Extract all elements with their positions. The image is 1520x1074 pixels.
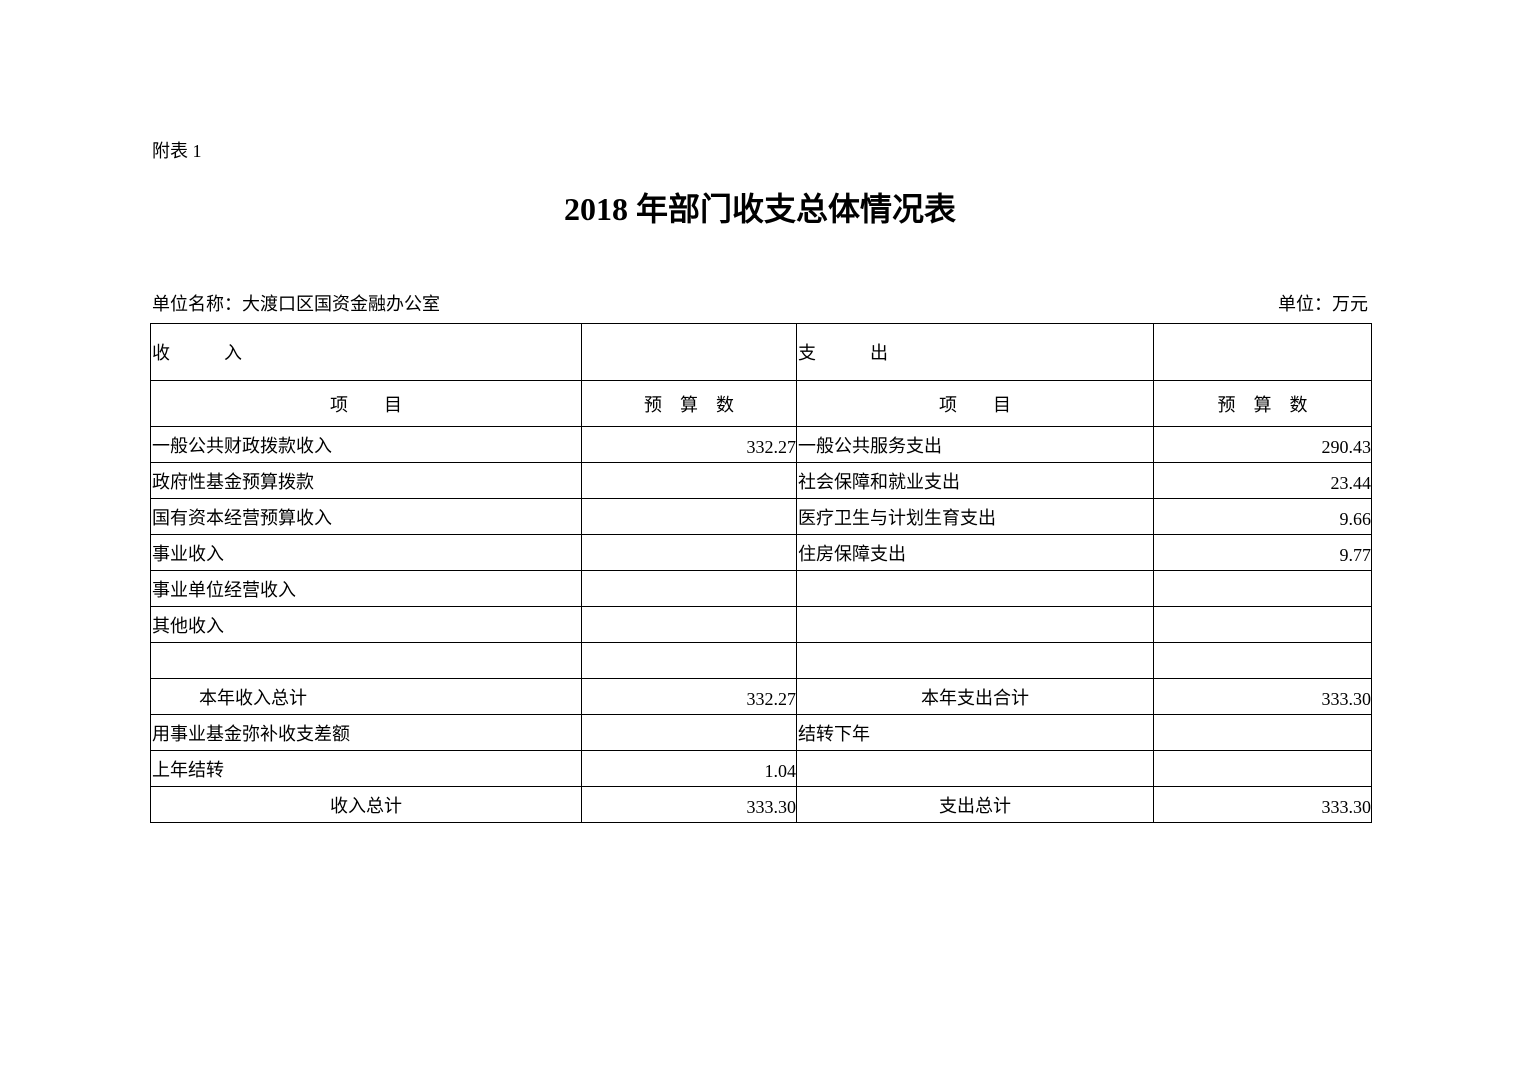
- budget-table: 收 入 支 出 项 目 预 算 数 项 目 预 算 数 一般公共财政拨款收入 33…: [150, 323, 1372, 823]
- header-row-columns: 项 目 预 算 数 项 目 预 算 数: [150, 380, 1372, 427]
- expense-item-cell: 一般公共服务支出: [796, 426, 1154, 463]
- expense-item-cell: [796, 642, 1154, 679]
- table-row: 一般公共财政拨款收入 332.27 一般公共服务支出 290.43: [150, 426, 1372, 463]
- income-item-header: 项 目: [150, 380, 582, 427]
- table-row: [150, 642, 1372, 679]
- income-value-cell: 332.27: [581, 678, 797, 715]
- income-value-cell: 332.27: [581, 426, 797, 463]
- table-row: 本年收入总计 332.27 本年支出合计 333.30: [150, 678, 1372, 715]
- expense-item-cell: 支出总计: [796, 786, 1154, 823]
- expense-value-cell: [1153, 570, 1372, 607]
- income-value-cell: [581, 642, 797, 679]
- empty-cell: [1153, 323, 1372, 381]
- table-row: 上年结转 1.04: [150, 750, 1372, 787]
- income-value-cell: [581, 606, 797, 643]
- income-item-cell: 国有资本经营预算收入: [150, 498, 582, 535]
- expense-item-cell: 医疗卫生与计划生育支出: [796, 498, 1154, 535]
- expense-item-cell: 结转下年: [796, 714, 1154, 751]
- expense-value-cell: 333.30: [1153, 786, 1372, 823]
- income-item-cell: 事业单位经营收入: [150, 570, 582, 607]
- table-row: 事业单位经营收入: [150, 570, 1372, 607]
- income-value-cell: [581, 570, 797, 607]
- expense-value-cell: [1153, 642, 1372, 679]
- income-value-cell: 333.30: [581, 786, 797, 823]
- table-row: 收入总计 333.30 支出总计 333.30: [150, 786, 1372, 823]
- annex-label: 附表 1: [152, 141, 202, 161]
- expense-value-cell: 333.30: [1153, 678, 1372, 715]
- income-item-cell: 一般公共财政拨款收入: [150, 426, 582, 463]
- income-item-cell: 事业收入: [150, 534, 582, 571]
- income-value-cell: [581, 462, 797, 499]
- unit-name: 单位名称：大渡口区国资金融办公室: [152, 294, 440, 314]
- expense-value-cell: 9.77: [1153, 534, 1372, 571]
- income-item-cell: 用事业基金弥补收支差额: [150, 714, 582, 751]
- header-row-sections: 收 入 支 出: [150, 323, 1372, 381]
- expense-item-cell: 社会保障和就业支出: [796, 462, 1154, 499]
- income-item-cell: 其他收入: [150, 606, 582, 643]
- income-item-cell: 上年结转: [150, 750, 582, 787]
- table-row: 用事业基金弥补收支差额 结转下年: [150, 714, 1372, 751]
- empty-cell: [581, 323, 797, 381]
- income-item-cell: 政府性基金预算拨款: [150, 462, 582, 499]
- income-item-cell: 收入总计: [150, 786, 582, 823]
- income-value-cell: [581, 534, 797, 571]
- income-value-cell: 1.04: [581, 750, 797, 787]
- income-budget-header: 预 算 数: [581, 380, 797, 427]
- expense-item-header: 项 目: [796, 380, 1154, 427]
- income-item-cell: [150, 642, 582, 679]
- expense-item-cell: [796, 750, 1154, 787]
- expense-item-cell: 住房保障支出: [796, 534, 1154, 571]
- expense-item-cell: [796, 570, 1154, 607]
- currency-unit: 单位：万元: [1278, 294, 1368, 314]
- income-item-cell: 本年收入总计: [150, 678, 582, 715]
- expense-section-header: 支 出: [796, 323, 1154, 381]
- income-section-header: 收 入: [150, 323, 582, 381]
- income-value-cell: [581, 498, 797, 535]
- table-row: 政府性基金预算拨款 社会保障和就业支出 23.44: [150, 462, 1372, 499]
- table-row: 国有资本经营预算收入 医疗卫生与计划生育支出 9.66: [150, 498, 1372, 535]
- income-value-cell: [581, 714, 797, 751]
- expense-item-cell: [796, 606, 1154, 643]
- expense-value-cell: [1153, 750, 1372, 787]
- expense-value-cell: [1153, 606, 1372, 643]
- table-row: 其他收入: [150, 606, 1372, 643]
- table-row: 事业收入 住房保障支出 9.77: [150, 534, 1372, 571]
- page-title: 2018 年部门收支总体情况表: [563, 191, 956, 227]
- expense-budget-header: 预 算 数: [1153, 380, 1372, 427]
- expense-value-cell: 23.44: [1153, 462, 1372, 499]
- expense-value-cell: 9.66: [1153, 498, 1372, 535]
- expense-item-cell: 本年支出合计: [796, 678, 1154, 715]
- expense-value-cell: [1153, 714, 1372, 751]
- expense-value-cell: 290.43: [1153, 426, 1372, 463]
